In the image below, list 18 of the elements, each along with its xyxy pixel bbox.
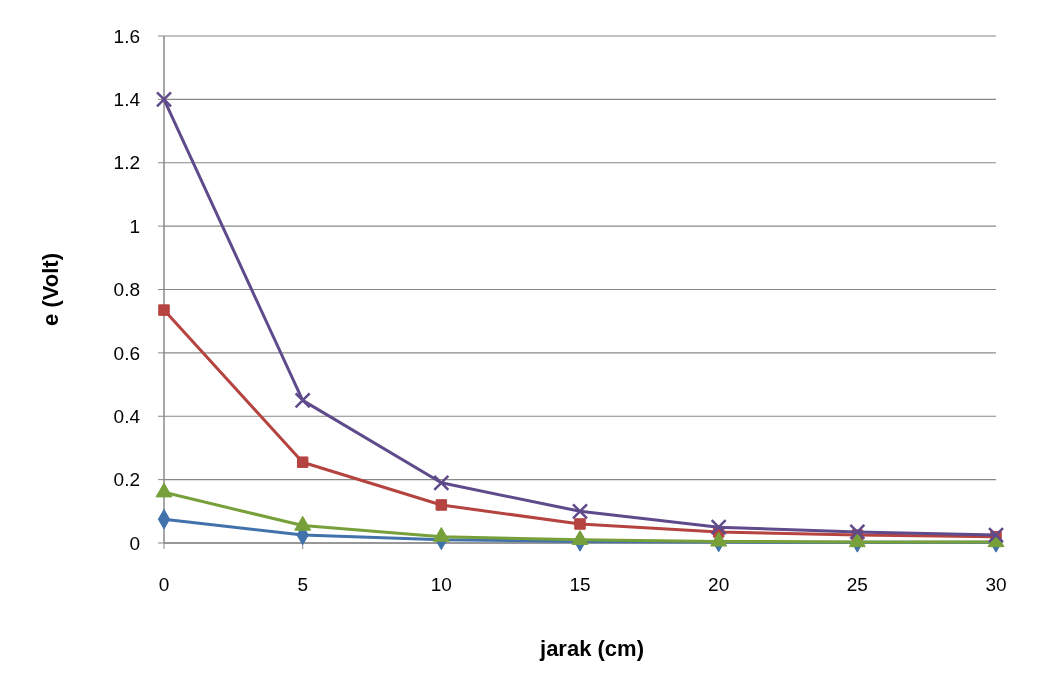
x-tick-label: 30	[985, 574, 1007, 595]
x-axis-title: jarak (cm)	[539, 636, 644, 661]
y-tick-label: 0.6	[113, 342, 140, 364]
y-tick-label: 1.6	[113, 25, 140, 47]
x-tick-label: 0	[158, 574, 170, 595]
y-tick-label: 0.4	[113, 405, 141, 427]
y-tick-label: 0.2	[113, 469, 140, 491]
y-axis-title: e (Volt)	[38, 253, 63, 326]
y-tick-label: 0	[129, 532, 140, 554]
x-tick-label: 10	[430, 574, 452, 595]
y-tick-label: 0.8	[113, 279, 140, 301]
x-tick-label: 15	[569, 574, 591, 595]
x-tick-label: 20	[708, 574, 730, 595]
x-tick-label: 25	[846, 574, 868, 595]
y-tick-label: 1.4	[113, 89, 141, 111]
y-tick-label: 1.2	[113, 152, 140, 174]
y-tick-label: 1	[129, 215, 140, 237]
x-tick-label: 5	[297, 574, 308, 595]
